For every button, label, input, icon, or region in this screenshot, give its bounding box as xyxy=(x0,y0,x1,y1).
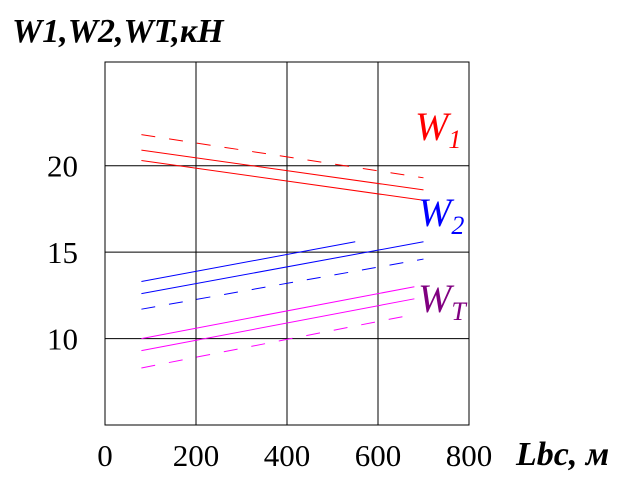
x-tick-label: 600 xyxy=(355,438,402,473)
y-tick-label: 20 xyxy=(47,149,78,184)
series-line-w2 xyxy=(141,258,424,310)
series-line-w1 xyxy=(141,134,424,179)
y-tick-label: 15 xyxy=(47,235,78,270)
x-tick-label: 0 xyxy=(97,438,113,473)
series-line-wt xyxy=(141,298,415,352)
series-line-w2 xyxy=(141,241,356,283)
series-line-w1 xyxy=(141,149,424,191)
y-tick-label: 10 xyxy=(47,322,78,357)
y-axis-label: W1,W2,WT,кН xyxy=(12,13,225,50)
x-tick-label: 200 xyxy=(173,438,220,473)
tick-labels: 0 200 400 600 800 10 15 20 xyxy=(47,149,492,473)
series-lines xyxy=(141,134,424,369)
x-axis-label: Lbc, м xyxy=(515,436,609,473)
series-line-w1 xyxy=(141,160,424,201)
series-label-wt: WT xyxy=(418,276,467,326)
series-line-w2 xyxy=(141,241,424,295)
series-line-wt xyxy=(141,313,415,369)
series-label-w2: W2 xyxy=(418,190,464,240)
x-tick-label: 800 xyxy=(446,438,493,473)
x-tick-label: 400 xyxy=(264,438,311,473)
grid xyxy=(104,61,470,426)
series-annotations: W1 W2 WT xyxy=(415,104,467,326)
series-line-wt xyxy=(141,286,415,340)
series-label-w1: W1 xyxy=(415,104,461,154)
